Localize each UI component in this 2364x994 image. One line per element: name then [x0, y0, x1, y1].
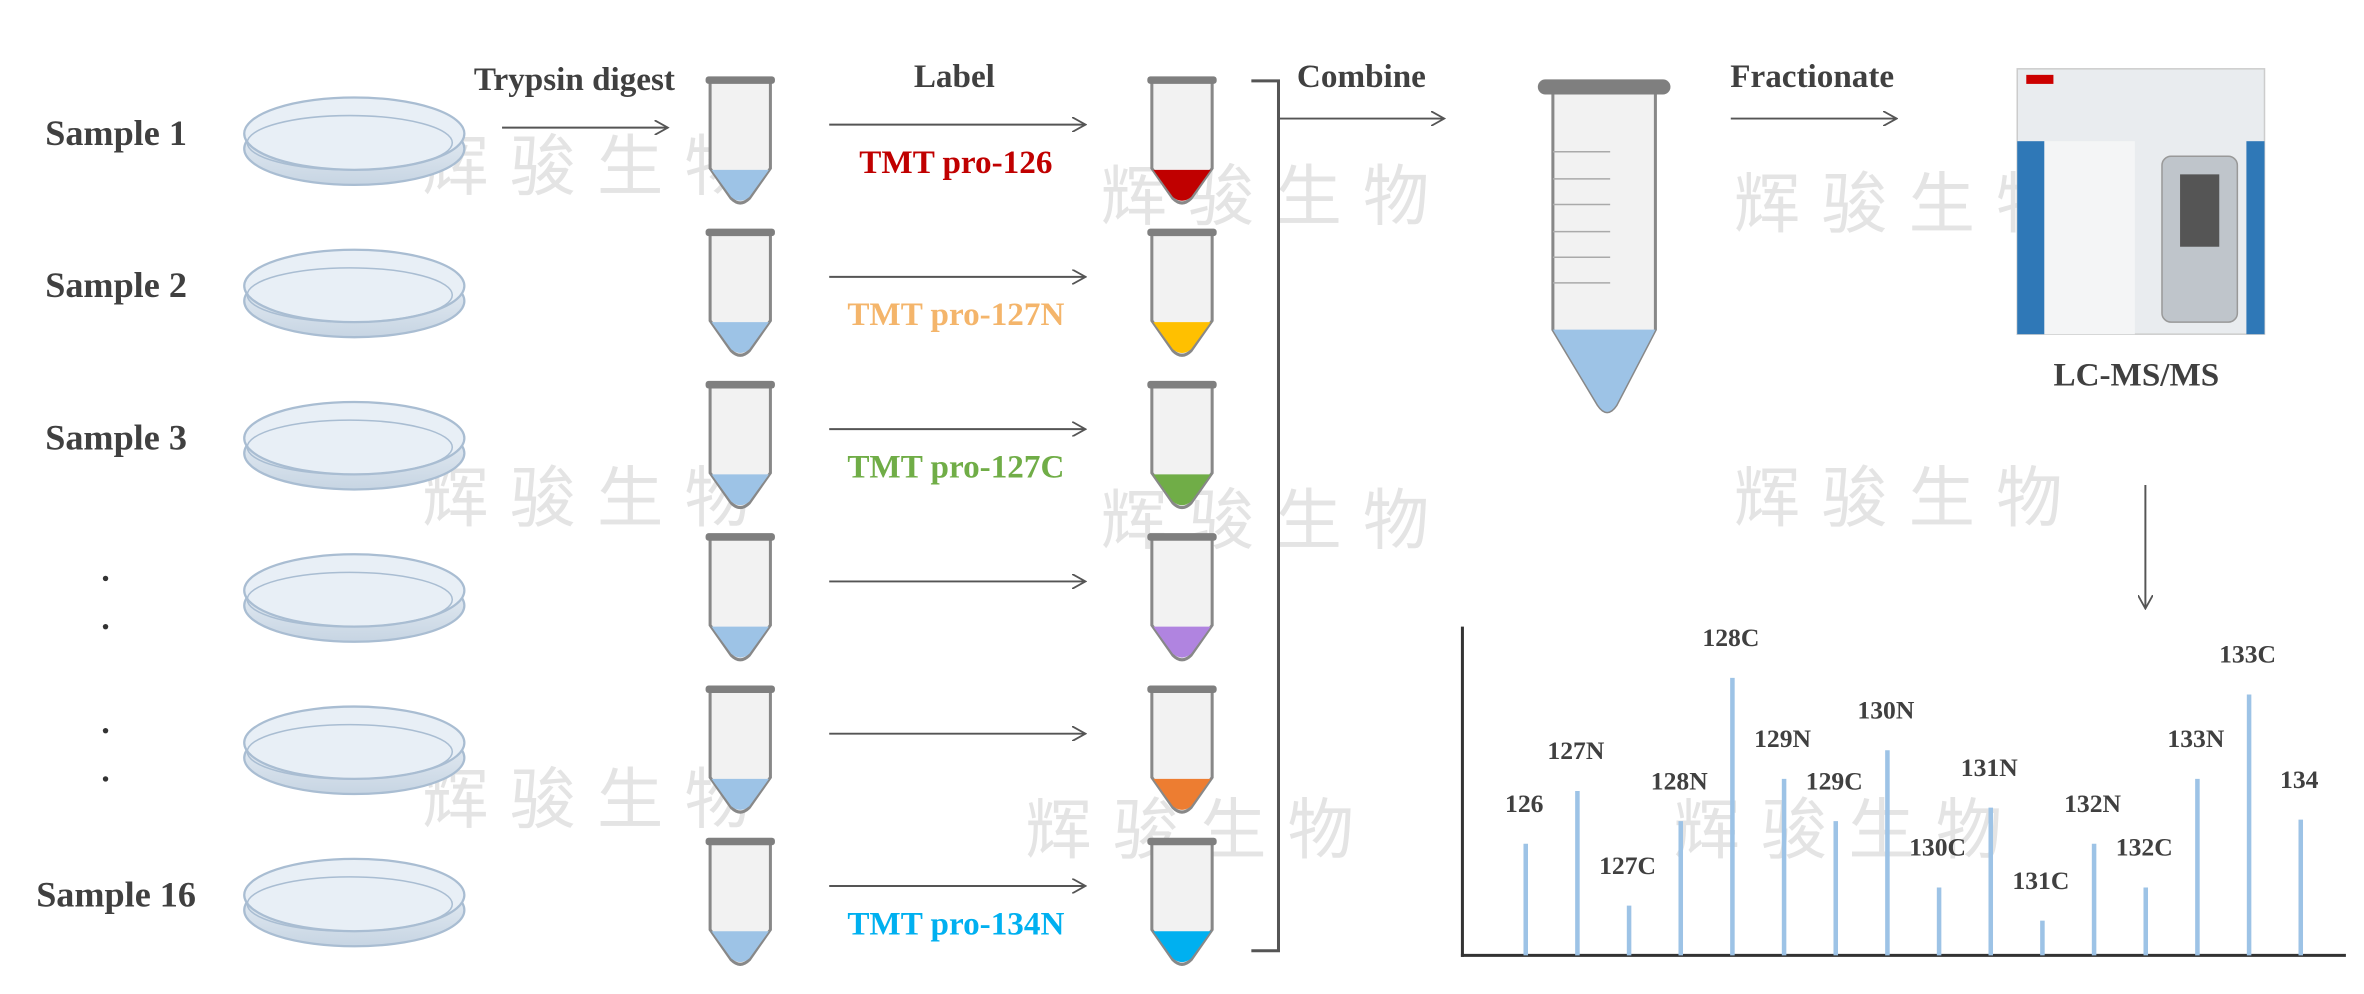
dot [102, 623, 109, 630]
tube-cap [1147, 685, 1217, 693]
tube-cap [1147, 228, 1217, 237]
tube-liquid [711, 778, 769, 810]
tube-cap [1147, 533, 1217, 541]
peak-label: 126 [1505, 789, 1544, 818]
peak-label: 132N [2064, 789, 2121, 818]
dish-inner [246, 876, 454, 932]
dish-inner [246, 419, 454, 476]
peak-label: 130C [1909, 833, 1966, 862]
step-label: Fractionate [1730, 58, 1894, 95]
dot [102, 575, 109, 582]
tube-cap [1147, 76, 1217, 84]
peak-label: 129C [1806, 766, 1863, 795]
tube [1147, 228, 1217, 357]
watermark: 辉骏生物 [1734, 165, 2084, 243]
sample-label: Sample 2 [45, 265, 187, 305]
watermarks: 辉骏生物 辉骏生物 辉骏生物 辉骏生物 辉骏生物 辉骏生物 辉骏生物 辉骏生物 … [422, 127, 2084, 869]
tube-cap [1147, 837, 1217, 846]
watermark: 辉骏生物 [422, 127, 772, 205]
tube [1147, 76, 1217, 205]
dish-inner [246, 267, 454, 323]
instrument-label: LC-MS/MS [2053, 357, 2219, 394]
watermark: 辉骏生物 [422, 459, 772, 537]
step-label: Combine [1297, 58, 1426, 95]
sample-label: Sample 16 [36, 874, 196, 914]
tube-cap [1147, 380, 1217, 389]
tmt-label: TMT pro-127C [847, 448, 1064, 485]
tube [1147, 380, 1217, 510]
peak-label: 127C [1599, 851, 1656, 880]
tube-liquid [1153, 626, 1211, 658]
peak-label: 127N [1547, 736, 1604, 765]
peak-label: 130N [1857, 695, 1914, 724]
watermark: 辉骏生物 [1734, 459, 2084, 537]
watermark: 辉骏生物 [1673, 791, 2023, 869]
tube-liquid [711, 626, 769, 658]
step-label: Trypsin digest [474, 61, 675, 98]
peak-label: 133C [2219, 640, 2276, 669]
peak-label: 132C [2116, 833, 2173, 862]
tmt-label: TMT pro-127N [847, 296, 1064, 333]
watermark: 辉骏生物 [422, 761, 772, 839]
peak-label: 128N [1651, 766, 1708, 795]
tube [1147, 533, 1217, 662]
tube [705, 76, 775, 205]
dish-inner [246, 723, 454, 780]
tube [1147, 837, 1217, 966]
tube-cap [705, 837, 775, 846]
tube-liquid [1153, 778, 1211, 810]
tube-cap [705, 76, 775, 84]
tube [705, 228, 775, 357]
tmt-label: TMT pro-126 [859, 144, 1052, 181]
sample-label: Sample 1 [45, 113, 187, 153]
peak-label: 134 [2280, 765, 2319, 794]
peak-label: 131N [1961, 753, 2018, 782]
tube-liquid [711, 931, 769, 963]
tube-liquid [711, 474, 769, 506]
instrument [2016, 68, 2266, 335]
sample-label: Sample 3 [45, 418, 187, 458]
dot [102, 727, 109, 734]
peak-label: 128C [1702, 623, 1759, 652]
big-tube [1537, 79, 1671, 414]
tube [705, 533, 775, 662]
peak-label: 129N [1754, 724, 1811, 753]
tube-liquid [711, 322, 769, 354]
tube-liquid [1153, 931, 1211, 963]
tube-liquid [1153, 169, 1211, 201]
dish-inner [246, 571, 454, 628]
tube [1147, 685, 1217, 814]
tube-cap [705, 533, 775, 541]
step-label: Label [914, 58, 995, 95]
bracket [1251, 79, 1280, 953]
tube [705, 685, 775, 814]
peak-label: 131C [2012, 866, 2069, 895]
tube-cap [705, 228, 775, 237]
tube-liquid [1153, 322, 1211, 354]
tube-liquid [711, 169, 769, 201]
tube-cap [705, 685, 775, 693]
peak-label: 133N [2167, 724, 2224, 753]
tube [705, 380, 775, 510]
dish-inner [246, 114, 454, 171]
tmt-label: TMT pro-134N [847, 905, 1064, 942]
tube [705, 837, 775, 966]
tube-liquid [1153, 474, 1211, 506]
dot [102, 776, 109, 782]
tube-cap [705, 380, 775, 389]
